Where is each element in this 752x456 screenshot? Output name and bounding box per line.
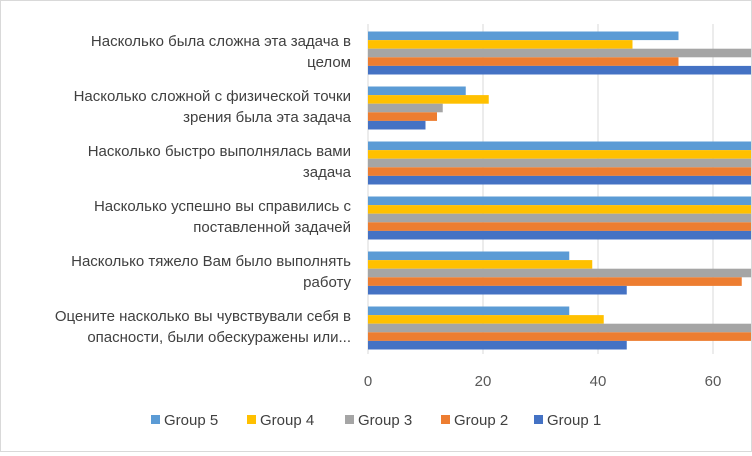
bar — [368, 315, 604, 324]
legend-swatch — [247, 415, 256, 424]
bar — [368, 150, 752, 159]
category-label-line: поставленной задачей — [193, 219, 351, 236]
bar — [368, 340, 627, 350]
legend-swatch — [151, 415, 160, 424]
bar — [368, 167, 752, 176]
category-label: Оцените насколько вы чувствували себя в о… — [55, 308, 351, 346]
legend-label: Group 4 — [260, 412, 314, 429]
category-label-line: Насколько была сложна эта задача в — [91, 33, 351, 50]
bar — [368, 222, 752, 231]
bar — [368, 306, 570, 316]
bar — [368, 260, 593, 269]
legend-swatch — [441, 415, 450, 424]
bar — [368, 40, 633, 49]
category-label-line: задача — [303, 164, 352, 181]
gridlines — [367, 24, 714, 354]
category-label-line: работу — [303, 274, 351, 291]
category-label-line: Насколько успешно вы справились с — [94, 198, 352, 215]
bar — [368, 230, 752, 240]
bar — [368, 120, 426, 130]
category-label: Насколько быстро выполнялась вами задача — [88, 143, 352, 181]
category-label: Насколько успешно вы справились с поставл… — [94, 198, 352, 236]
bar — [368, 268, 752, 278]
legend-swatch — [534, 415, 543, 424]
x-tick-labels: 020406080100120 — [364, 373, 722, 390]
bar — [368, 277, 742, 286]
x-tick-label: 60 — [705, 373, 722, 390]
category-label-line: зрения была эта задача — [183, 109, 351, 126]
legend-swatch — [345, 415, 354, 424]
bar — [368, 31, 679, 41]
bar — [368, 196, 752, 206]
legend-label: Group 3 — [358, 412, 412, 429]
legend-label: Group 2 — [454, 412, 508, 429]
bar — [368, 175, 752, 185]
bar — [368, 86, 466, 96]
bar — [368, 332, 752, 341]
x-tick-label: 40 — [590, 373, 607, 390]
bar — [368, 103, 443, 113]
x-tick-label: 0 — [364, 373, 372, 390]
bar — [368, 112, 437, 121]
category-label: Насколько была сложна эта задача в целом — [91, 33, 351, 71]
bar — [368, 95, 489, 104]
legend-label: Group 5 — [164, 412, 218, 429]
bar — [368, 251, 570, 261]
category-label-line: Насколько сложной с физической точки — [74, 88, 351, 105]
legend-label: Group 1 — [547, 412, 601, 429]
category-labels: Насколько была сложна эта задача в целомН… — [55, 33, 352, 346]
x-tick-label: 20 — [475, 373, 492, 390]
bar — [368, 65, 752, 75]
category-label-line: Насколько тяжело Вам было выполнять — [71, 253, 351, 270]
bar — [368, 48, 752, 58]
bar — [368, 323, 752, 333]
category-label: Насколько тяжело Вам было выполнять работ… — [71, 253, 351, 291]
category-label-line: Насколько быстро выполнялась вами — [88, 143, 351, 160]
bars — [368, 31, 752, 350]
bar — [368, 158, 752, 168]
bar — [368, 57, 679, 66]
bar — [368, 285, 627, 295]
bar — [368, 213, 752, 223]
bar — [368, 141, 752, 151]
bar — [368, 205, 752, 214]
category-label-line: опасности, были обескуражены или... — [87, 329, 351, 346]
category-label-line: Оцените насколько вы чувствували себя в — [55, 308, 351, 325]
category-label-line: целом — [307, 54, 351, 71]
legend: Group 5 Group 4 Group 3 Group 2 Group 1 — [151, 412, 601, 429]
category-label: Насколько сложной с физической точки зрен… — [74, 88, 352, 126]
